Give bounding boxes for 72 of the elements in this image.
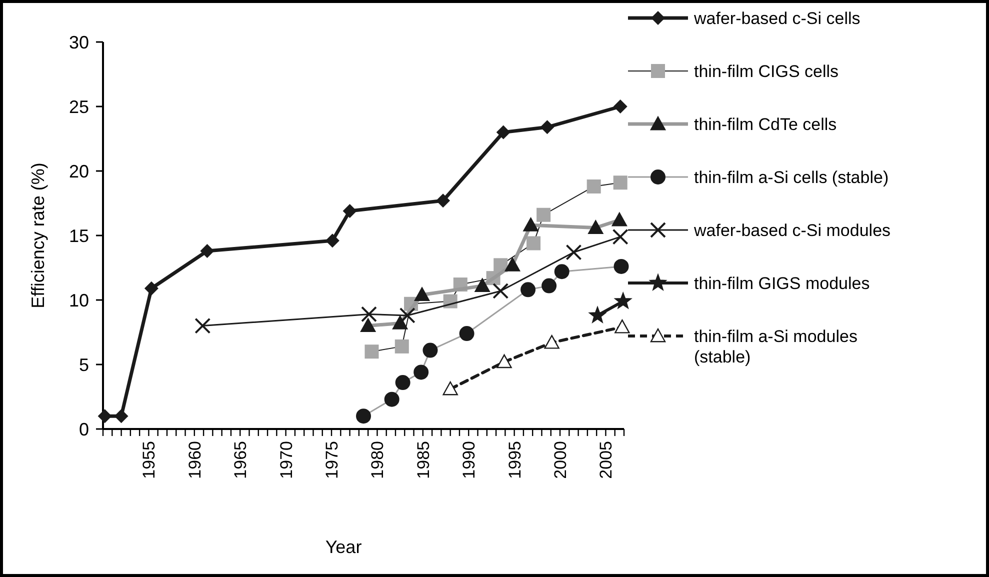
point bbox=[474, 278, 490, 292]
point bbox=[496, 354, 512, 368]
x-tick-label: 1965 bbox=[231, 441, 250, 479]
x-tick-label: 1990 bbox=[460, 441, 479, 479]
x-tick-label: 1960 bbox=[185, 441, 204, 479]
point bbox=[504, 258, 520, 272]
point bbox=[399, 307, 416, 324]
legend-label: thin-film CIGS cells bbox=[694, 62, 839, 81]
point bbox=[613, 100, 628, 114]
point bbox=[342, 204, 357, 218]
legend-label: thin-film a-Si cells (stable) bbox=[694, 168, 889, 187]
point bbox=[614, 319, 630, 334]
point bbox=[492, 282, 509, 299]
point bbox=[536, 208, 551, 222]
y-tick-label: 20 bbox=[68, 161, 89, 182]
x-tick-label: 1985 bbox=[414, 441, 433, 479]
point bbox=[612, 212, 628, 226]
x-tick-label: 1980 bbox=[368, 441, 388, 479]
y-tick-label: 5 bbox=[78, 354, 89, 375]
point bbox=[392, 316, 408, 330]
point bbox=[442, 381, 458, 396]
point bbox=[384, 392, 400, 407]
point bbox=[394, 339, 409, 354]
legend-label: wafer-based c-Si cells bbox=[693, 8, 860, 28]
point bbox=[395, 375, 410, 390]
point bbox=[544, 334, 560, 349]
x-tick-label: 1995 bbox=[505, 441, 524, 479]
point bbox=[540, 120, 554, 134]
point bbox=[566, 244, 582, 260]
y-axis-title: Efficiency rate (%) bbox=[28, 162, 48, 308]
point bbox=[98, 409, 112, 424]
point bbox=[200, 244, 214, 258]
legend-label: thin-film a-Si modules (stable) bbox=[694, 326, 858, 366]
point bbox=[542, 278, 557, 294]
legend-label: wafer-based c-Si modules bbox=[693, 220, 891, 240]
point bbox=[526, 236, 541, 250]
point bbox=[586, 179, 601, 194]
point bbox=[360, 306, 377, 322]
y-tick-label: 0 bbox=[78, 419, 89, 440]
x-tick-label: 2005 bbox=[596, 441, 616, 479]
point bbox=[325, 234, 340, 248]
point bbox=[356, 408, 371, 424]
point bbox=[360, 318, 376, 332]
point bbox=[194, 318, 211, 334]
point bbox=[588, 220, 604, 234]
point bbox=[114, 409, 128, 424]
point bbox=[459, 326, 474, 342]
point bbox=[422, 342, 438, 358]
y-tick-label: 30 bbox=[68, 32, 89, 52]
point bbox=[613, 176, 628, 190]
y-tick-label: 25 bbox=[68, 96, 89, 117]
point bbox=[144, 281, 158, 296]
point bbox=[364, 344, 379, 359]
x-tick-label: 1955 bbox=[140, 441, 159, 479]
point bbox=[554, 264, 570, 280]
point bbox=[589, 306, 606, 323]
point bbox=[414, 287, 430, 302]
legend-label: thin-film GIGS modules bbox=[694, 274, 870, 293]
x-tick-label: 1970 bbox=[276, 441, 296, 479]
point bbox=[436, 194, 450, 208]
point bbox=[523, 218, 538, 232]
x-tick-label: 1975 bbox=[322, 441, 342, 479]
point bbox=[414, 364, 429, 380]
point bbox=[520, 282, 536, 298]
y-tick-label: 10 bbox=[68, 290, 89, 310]
point bbox=[614, 258, 629, 274]
point bbox=[614, 292, 632, 309]
x-axis-title: Year bbox=[325, 537, 362, 557]
legend-label: thin-film CdTe cells bbox=[694, 114, 837, 134]
x-tick-label: 2000 bbox=[550, 441, 570, 479]
point bbox=[496, 125, 510, 140]
y-tick-label: 15 bbox=[68, 226, 89, 246]
